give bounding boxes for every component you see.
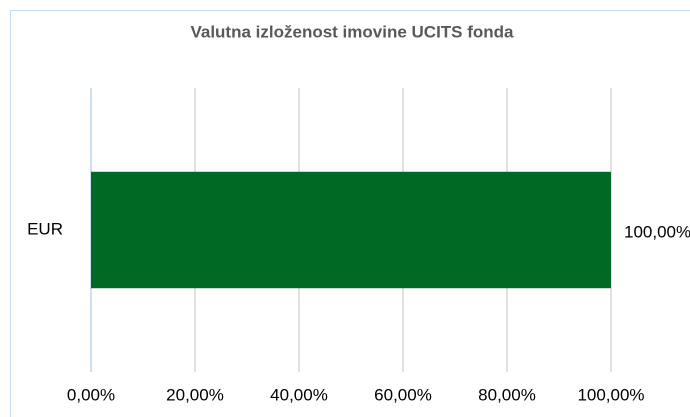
x-tick-label: 80,00% bbox=[478, 385, 536, 404]
x-tick-label: 0,00% bbox=[67, 385, 115, 404]
x-tick-label: 20,00% bbox=[166, 385, 224, 404]
y-tick-label: EUR bbox=[27, 219, 63, 238]
x-tick-label: 40,00% bbox=[270, 385, 328, 404]
bar bbox=[91, 171, 611, 289]
chart-title: Valutna izloženost imovine UCITS fonda bbox=[190, 22, 514, 41]
x-tick-label: 100,00% bbox=[577, 385, 644, 404]
x-tick-label: 60,00% bbox=[374, 385, 432, 404]
data-label: 100,00% bbox=[624, 222, 690, 241]
